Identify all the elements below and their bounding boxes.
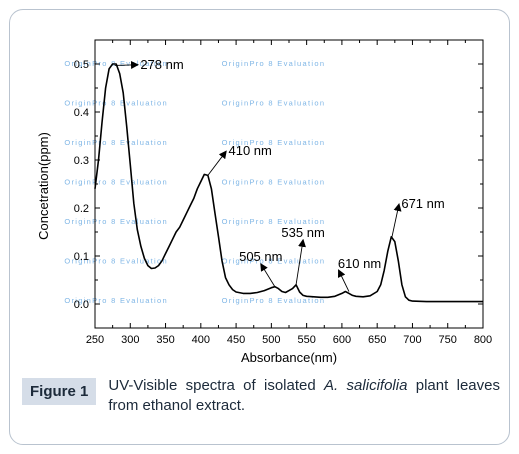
- annotation-arrow: [114, 60, 140, 69]
- axes: 250 300 350 400 450 500 550 600 650 700 750 800 0.0 0…: [74, 39, 492, 346]
- watermark-text: OriginPro 8 Evaluation: [64, 178, 168, 187]
- y-tick-label: 0.5: [74, 59, 89, 71]
- y-tick-label: 0.1: [74, 251, 89, 263]
- figure-frame: [9, 9, 510, 445]
- x-tick-label: 600: [333, 334, 351, 346]
- watermark-text: OriginPro 8 Evaluation: [222, 257, 326, 266]
- caption-text-after: plant leaves from ethanol extract.: [108, 377, 500, 414]
- caption-species: A. salicifolia: [324, 377, 408, 394]
- figure-caption: Figure 1 UV-Visible spectra of isolated …: [22, 376, 500, 416]
- watermark-text: OriginPro 8 Evaluation: [222, 138, 326, 147]
- x-tick-label: 350: [156, 334, 174, 346]
- annotation-arrow: [295, 238, 306, 285]
- uv-vis-chart: OriginPro 8 Evaluation OriginPro 8 Evalua…: [36, 39, 492, 365]
- annotation-label: 410 nm: [229, 143, 272, 158]
- x-tick-label: 500: [262, 334, 280, 346]
- x-tick-label: 550: [297, 334, 315, 346]
- caption-text-before: UV-Visible spectra of isolated: [108, 377, 325, 394]
- x-tick-label: 650: [368, 334, 386, 346]
- watermark-text: OriginPro 8 Evaluation: [222, 296, 326, 305]
- figure-label: Figure 1: [22, 378, 97, 405]
- watermark-text: OriginPro 8 Evaluation: [222, 217, 326, 226]
- watermark-text: OriginPro 8 Evaluation: [222, 59, 326, 68]
- x-tick-label: 750: [439, 334, 457, 346]
- y-tick-label: 0.4: [74, 107, 89, 119]
- watermark-text: OriginPro 8 Evaluation: [64, 138, 168, 147]
- x-axis-label: Absorbance(nm): [241, 350, 337, 365]
- watermark-text: OriginPro 8 Evaluation: [64, 99, 168, 108]
- x-tick-label: 800: [474, 334, 492, 346]
- caption-text: UV-Visible spectra of isolated A. salici…: [108, 376, 500, 416]
- annotation-label: 278 nm: [140, 57, 183, 72]
- x-tick-label: 450: [227, 334, 245, 346]
- x-tick-label: 300: [121, 334, 139, 346]
- annotation-arrow: [337, 269, 350, 292]
- y-tick-label: 0.0: [74, 299, 89, 311]
- plot-area: 278 nm 410 nm 505 nm 535 nm 610 nm 671 nm: [94, 57, 483, 303]
- y-tick-label: 0.2: [74, 203, 89, 215]
- x-tick-label: 700: [403, 334, 421, 346]
- annotation-label: 610 nm: [338, 256, 381, 271]
- watermark-text: OriginPro 8 Evaluation: [222, 99, 326, 108]
- spectrum-line: [94, 63, 483, 303]
- watermark-text: OriginPro 8 Evaluation: [222, 178, 326, 187]
- watermark-layer: OriginPro 8 Evaluation OriginPro 8 Evalua…: [64, 59, 326, 305]
- annotation-label: 535 nm: [281, 225, 324, 240]
- annotation-label: 505 nm: [239, 249, 282, 264]
- watermark-text: OriginPro 8 Evaluation: [64, 296, 168, 305]
- annotation-label: 671 nm: [401, 196, 444, 211]
- annotation-arrow: [260, 262, 276, 287]
- x-tick-label: 250: [86, 334, 104, 346]
- y-tick-label: 0.3: [74, 155, 89, 167]
- watermark-text: OriginPro 8 Evaluation: [64, 257, 168, 266]
- annotation-arrow: [391, 203, 402, 237]
- watermark-text: OriginPro 8 Evaluation: [64, 217, 168, 226]
- x-tick-label: 400: [192, 334, 210, 346]
- annotation-arrow: [207, 150, 227, 176]
- y-axis-label: Concetration(ppm): [36, 132, 51, 240]
